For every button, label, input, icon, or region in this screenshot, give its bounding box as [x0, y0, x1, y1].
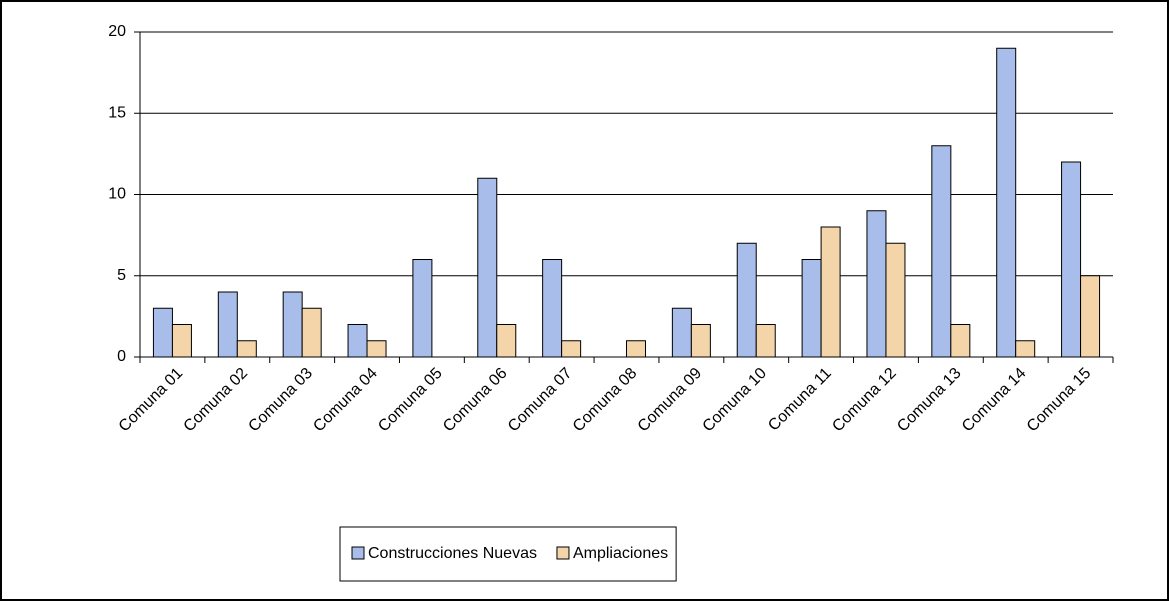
- bar: [801, 259, 822, 358]
- bar: [626, 340, 646, 358]
- legend-box: [339, 526, 677, 582]
- bar: [347, 324, 368, 358]
- y-tick-label: 10: [108, 186, 126, 203]
- legend-swatch: [351, 546, 365, 560]
- bar: [996, 47, 1017, 358]
- y-tick-label: 5: [117, 267, 126, 284]
- bar: [366, 340, 387, 358]
- bar: [561, 340, 582, 358]
- y-tick-label: 20: [108, 23, 126, 40]
- bar: [866, 210, 887, 358]
- bar: [236, 340, 257, 358]
- bar: [1080, 275, 1101, 358]
- bar: [171, 324, 192, 358]
- legend: Construcciones Nuevas Ampliaciones: [339, 526, 677, 582]
- y-tick-label: 0: [117, 348, 126, 365]
- legend-swatch: [556, 546, 570, 560]
- bar: [282, 291, 303, 358]
- bar: [671, 307, 692, 358]
- bar: [217, 291, 238, 358]
- bar: [412, 259, 433, 358]
- bar: [690, 324, 711, 358]
- bar: [820, 226, 841, 358]
- legend-label: Construcciones Nuevas: [368, 545, 537, 562]
- bar: [301, 307, 322, 358]
- bar: [542, 259, 563, 358]
- bar: [496, 324, 517, 358]
- bar: [885, 242, 906, 358]
- legend-label: Ampliaciones: [573, 545, 668, 562]
- bar: [152, 307, 173, 358]
- bar: [477, 177, 498, 358]
- bar: [950, 324, 971, 358]
- bar: [736, 242, 757, 358]
- bar: [755, 324, 776, 358]
- y-tick-label: 15: [108, 104, 126, 121]
- bar: [1061, 161, 1082, 358]
- bar: [1015, 340, 1036, 358]
- bar: [931, 145, 952, 358]
